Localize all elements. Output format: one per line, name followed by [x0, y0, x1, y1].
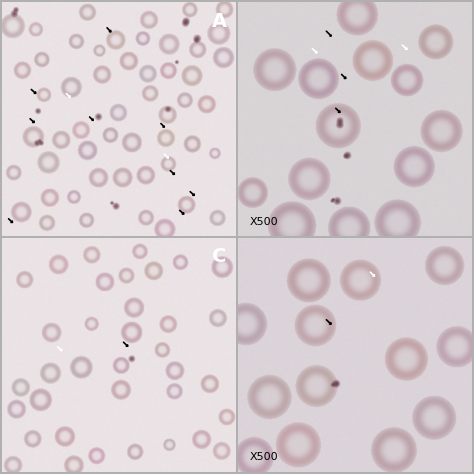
Text: C: C: [212, 247, 227, 266]
Text: A: A: [211, 12, 227, 31]
Text: X500: X500: [250, 217, 278, 227]
Text: X500: X500: [250, 452, 278, 462]
